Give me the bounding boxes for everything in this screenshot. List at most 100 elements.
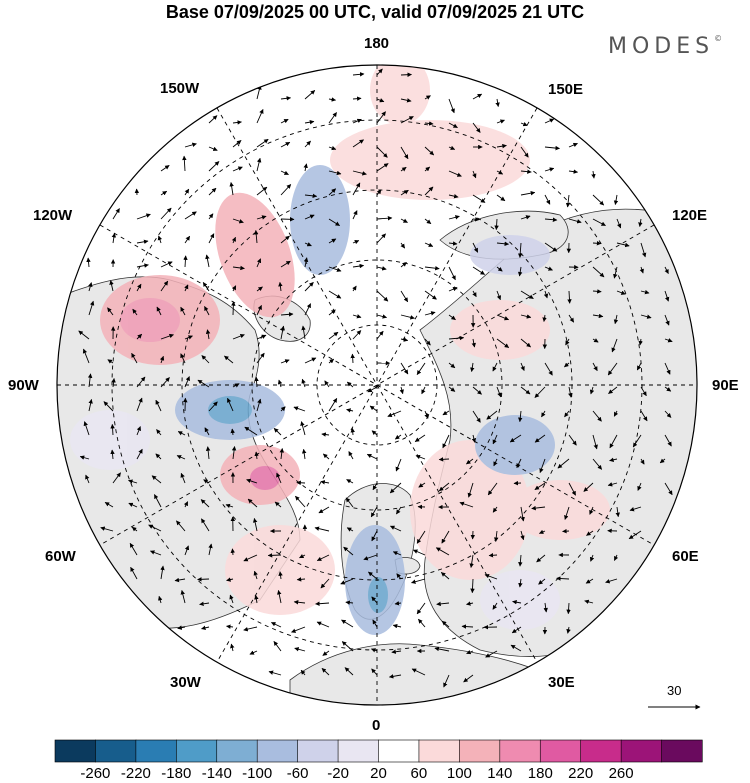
wind-vector <box>400 337 409 342</box>
wind-vector <box>174 577 186 583</box>
wind-vector <box>160 280 169 292</box>
wind-vector <box>448 335 465 341</box>
wind-vector <box>156 429 162 436</box>
wind-vector <box>448 266 456 281</box>
map-title: Base 07/09/2025 00 UTC, valid 07/09/2025… <box>165 2 585 22</box>
wind-vector <box>321 667 330 676</box>
wind-vector <box>470 578 475 594</box>
wind-vector <box>389 525 402 532</box>
wind-vector <box>204 427 210 436</box>
wind-vector <box>396 506 402 515</box>
wind-vector <box>376 98 385 103</box>
wind-vector <box>394 601 402 606</box>
wind-vector <box>280 406 286 412</box>
wind-vector <box>424 218 432 225</box>
wind-vector <box>111 377 116 388</box>
wind-vector <box>136 263 149 268</box>
wind-vector <box>277 589 282 604</box>
wind-vector <box>376 233 386 244</box>
wind-vector <box>424 166 431 172</box>
wind-vector <box>376 68 383 76</box>
wind-vector <box>371 596 378 604</box>
wind-vector <box>130 566 138 580</box>
wind-vector <box>201 518 210 532</box>
wind-vector <box>400 218 408 223</box>
wind-vector <box>276 472 282 484</box>
wind-vector <box>232 333 245 340</box>
wind-vector <box>299 553 306 559</box>
wind-vector <box>400 261 407 268</box>
wind-vector <box>328 398 338 412</box>
colorbar-swatch <box>176 739 218 763</box>
wind-vector <box>129 542 138 556</box>
wind-vector <box>424 146 435 156</box>
colorbar-tick-label: 20 <box>370 765 387 782</box>
wind-vector <box>520 215 531 220</box>
wind-vector <box>352 314 362 319</box>
anomaly-negative <box>208 396 252 424</box>
wind-vector <box>638 338 643 346</box>
wind-vector <box>231 285 237 292</box>
wind-vector <box>484 573 498 580</box>
wind-vector <box>203 479 210 484</box>
wind-vector <box>328 290 342 299</box>
wind-vector <box>280 359 290 364</box>
wind-vector <box>231 236 236 244</box>
wind-vector <box>180 353 186 364</box>
wind-vector <box>224 355 234 364</box>
wind-vector <box>613 266 618 279</box>
wind-vector <box>177 625 186 630</box>
wind-vector <box>592 266 605 278</box>
wind-vector <box>346 527 354 532</box>
wind-vector <box>273 641 282 652</box>
wind-vector <box>131 526 138 532</box>
wind-vector <box>376 215 393 221</box>
anomaly-positive <box>225 525 335 615</box>
wind-vector <box>640 458 645 465</box>
wind-vector <box>400 72 412 77</box>
wind-vector <box>208 187 217 196</box>
wind-vector <box>416 362 426 375</box>
wind-vector <box>639 266 644 274</box>
wind-vector <box>304 119 315 125</box>
wind-vector <box>274 501 282 508</box>
wind-vector <box>492 362 498 372</box>
wind-vector <box>565 194 571 208</box>
colorbar-swatch <box>216 739 258 763</box>
wind-vector <box>346 408 354 413</box>
wind-vector <box>267 553 282 558</box>
wind-vector <box>544 362 553 376</box>
wind-vector <box>613 314 619 325</box>
wind-vector <box>176 520 186 532</box>
wind-vector <box>472 170 477 179</box>
colorbar-swatch <box>256 739 299 763</box>
wind-vector <box>664 434 672 447</box>
wind-vector <box>160 377 170 388</box>
wind-vector <box>345 497 354 508</box>
wind-vector <box>632 434 642 448</box>
wind-vector <box>367 386 378 393</box>
wind-vector <box>376 146 388 158</box>
wind-vector <box>520 506 525 522</box>
wind-vector <box>441 620 450 628</box>
wind-vector <box>249 650 258 655</box>
wind-vector <box>280 184 292 196</box>
wind-vector <box>352 182 361 196</box>
wind-vector <box>564 410 570 418</box>
wind-vector <box>495 98 500 108</box>
wind-vector <box>438 482 450 492</box>
wind-vector <box>608 386 618 394</box>
wind-vector <box>201 625 210 631</box>
label-120e: 120E <box>672 207 708 224</box>
colorbar-tick-label: -180 <box>161 765 191 782</box>
wind-vector <box>352 285 357 292</box>
wind-vector <box>315 601 330 606</box>
wind-vector <box>387 410 402 417</box>
anomaly-positive <box>510 480 610 540</box>
wind-vector <box>183 255 188 268</box>
wind-vector <box>110 423 115 436</box>
wind-vector <box>247 498 258 508</box>
wind-vector <box>352 210 358 220</box>
wind-vector <box>562 528 570 534</box>
label-90w: 90W <box>8 377 39 394</box>
